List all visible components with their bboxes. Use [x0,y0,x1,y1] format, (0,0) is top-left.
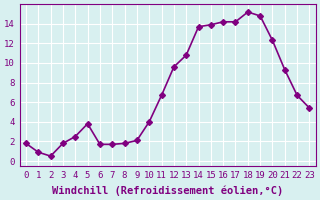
X-axis label: Windchill (Refroidissement éolien,°C): Windchill (Refroidissement éolien,°C) [52,185,283,196]
